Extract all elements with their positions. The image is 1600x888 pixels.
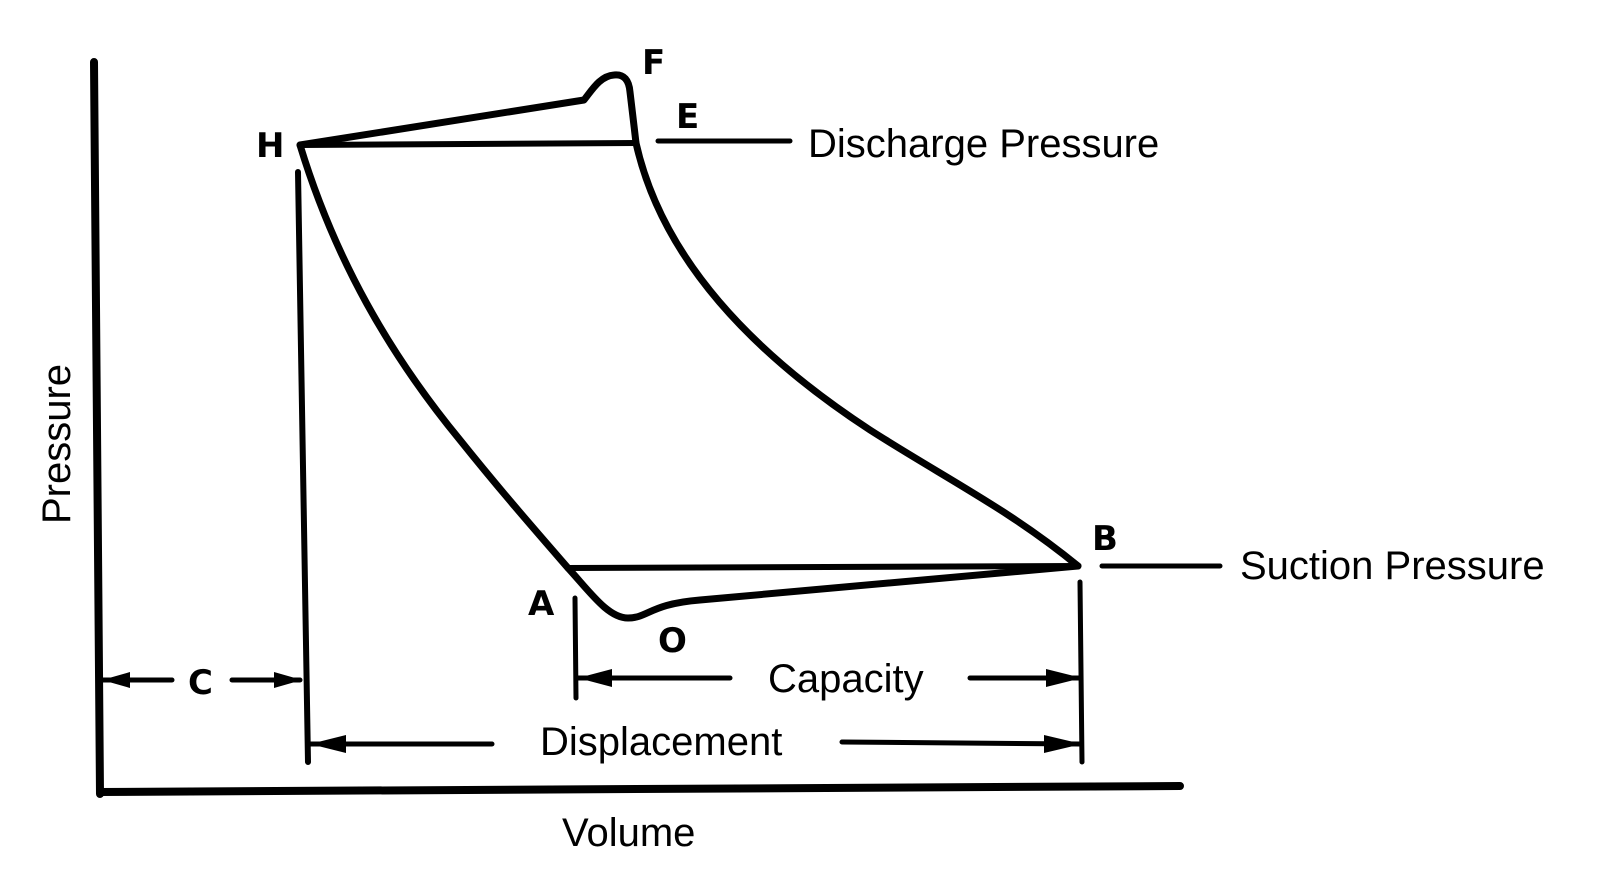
y-axis-line [90,58,104,798]
point-label-o: O [658,621,687,661]
compression-curve [632,139,1082,570]
displacement-dimension-right [839,739,1083,747]
y-axis-label: Pressure [35,364,79,524]
displacement-label: Displacement [540,720,782,764]
x-axis-label: Volume [562,811,695,855]
point-label-h: H [256,126,284,166]
clearance-arrowhead-right [274,672,302,688]
clearance-arrowhead-left [102,672,130,688]
point-label-e: E [676,97,699,137]
clearance-label: C [188,663,213,703]
point-label-f: F [642,43,665,83]
capacity-arrowhead-left [578,669,612,687]
capacity-arrowhead-right [1046,669,1082,687]
capacity-label: Capacity [768,657,924,701]
point-label-b: B [1092,519,1118,559]
discharge-pressure-label: Discharge Pressure [808,122,1159,166]
re-expansion-curve [296,141,572,572]
displacement-arrowhead-left [310,735,346,753]
point-label-a: A [528,584,555,624]
clearance-boundary-line [295,169,311,765]
suction-line [565,563,1081,571]
suction-undershoot-curve [564,562,1082,622]
displacement-arrowhead-right [1044,735,1082,753]
x-axis-line [96,782,1184,796]
suction-pressure-label: Suction Pressure [1240,544,1545,588]
discharge-line [297,140,639,148]
discharge-overshoot-curve [296,71,640,149]
displacement-end-line [1077,579,1085,765]
capacity-start-line [572,595,579,701]
